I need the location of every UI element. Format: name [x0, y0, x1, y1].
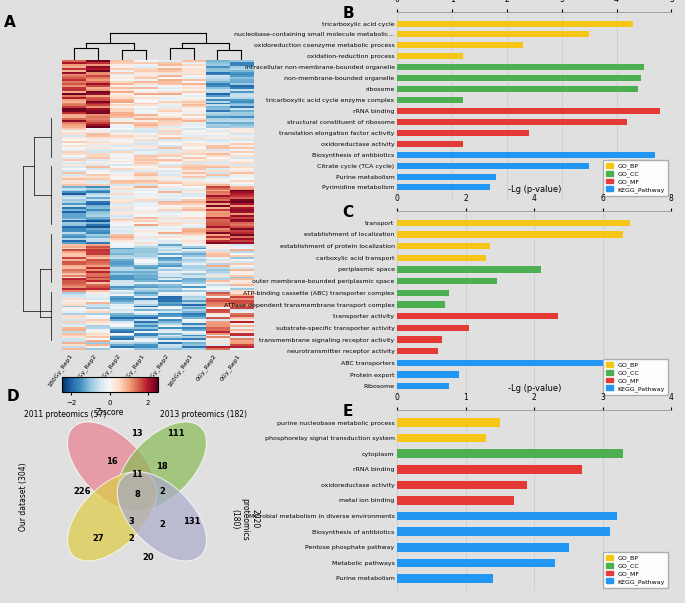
- Bar: [397, 360, 620, 366]
- Text: 160Gy_Rep2: 160Gy_Rep2: [142, 353, 169, 388]
- Text: 16: 16: [106, 456, 118, 466]
- Bar: [397, 289, 449, 296]
- Bar: [397, 21, 633, 27]
- Text: 0Gy_Rep1: 0Gy_Rep1: [219, 353, 241, 382]
- Bar: [397, 418, 500, 427]
- Bar: [397, 558, 555, 567]
- Bar: [397, 278, 497, 285]
- Bar: [397, 324, 469, 331]
- Text: 20Gy_Rep2: 20Gy_Rep2: [97, 353, 121, 385]
- Bar: [397, 512, 616, 520]
- Bar: [397, 267, 541, 273]
- Bar: [397, 574, 493, 582]
- Bar: [397, 174, 496, 180]
- Text: 3: 3: [129, 517, 134, 526]
- Text: 2013 proteomics (182): 2013 proteomics (182): [160, 409, 247, 418]
- Bar: [397, 219, 630, 226]
- Ellipse shape: [68, 422, 157, 511]
- Bar: [397, 254, 486, 261]
- Bar: [397, 163, 589, 169]
- Text: 11: 11: [131, 470, 143, 479]
- Bar: [397, 97, 463, 103]
- Text: 111: 111: [167, 429, 184, 438]
- Text: 0Gy_Rep2: 0Gy_Rep2: [195, 353, 217, 382]
- Bar: [397, 243, 490, 249]
- Legend: GO_BP, GO_CC, GO_MF, KEGG_Pathway: GO_BP, GO_CC, GO_MF, KEGG_Pathway: [603, 359, 668, 395]
- Text: 27: 27: [92, 534, 104, 543]
- Text: 18: 18: [156, 462, 168, 471]
- X-axis label: Z-score: Z-score: [95, 408, 124, 417]
- Bar: [397, 130, 529, 136]
- Bar: [397, 152, 655, 158]
- Text: 2: 2: [159, 487, 165, 496]
- Bar: [397, 496, 514, 505]
- Text: C: C: [342, 205, 353, 220]
- Bar: [397, 86, 638, 92]
- Text: A: A: [3, 15, 15, 30]
- Bar: [397, 75, 641, 81]
- Text: B: B: [342, 6, 354, 21]
- Ellipse shape: [68, 472, 157, 561]
- Bar: [397, 371, 459, 378]
- Bar: [397, 465, 582, 473]
- Text: 131: 131: [184, 517, 201, 526]
- Bar: [397, 528, 610, 536]
- Bar: [397, 31, 589, 37]
- Text: Our dataset (304): Our dataset (304): [19, 463, 28, 531]
- Bar: [397, 231, 623, 238]
- Text: 160Gy_Rep1: 160Gy_Rep1: [166, 353, 193, 388]
- Text: 8: 8: [134, 490, 140, 499]
- Bar: [397, 140, 463, 147]
- Bar: [397, 65, 644, 71]
- Bar: [397, 481, 527, 489]
- Text: 2020
proteomics
(180): 2020 proteomics (180): [230, 497, 260, 540]
- Title: -Lg (p-value): -Lg (p-value): [508, 185, 561, 194]
- Bar: [397, 42, 523, 48]
- Ellipse shape: [117, 422, 206, 511]
- Legend: GO_BP, GO_CC, GO_MF, KEGG_Pathway: GO_BP, GO_CC, GO_MF, KEGG_Pathway: [603, 160, 668, 196]
- Bar: [397, 449, 623, 458]
- Text: 180Gy_Rep1: 180Gy_Rep1: [47, 353, 74, 388]
- Text: D: D: [7, 389, 19, 404]
- Bar: [397, 108, 660, 114]
- Bar: [397, 348, 438, 355]
- Bar: [397, 336, 442, 343]
- Text: 20: 20: [142, 554, 154, 562]
- Bar: [397, 53, 463, 59]
- Bar: [397, 302, 445, 308]
- Legend: GO_BP, GO_CC, GO_MF, KEGG_Pathway: GO_BP, GO_CC, GO_MF, KEGG_Pathway: [603, 552, 668, 588]
- Bar: [397, 434, 486, 443]
- Text: 226: 226: [73, 487, 90, 496]
- Text: 80Gy_Rep2: 80Gy_Rep2: [73, 353, 97, 385]
- Bar: [397, 543, 569, 552]
- Bar: [397, 119, 627, 125]
- Bar: [397, 185, 490, 191]
- Bar: [397, 313, 558, 320]
- Title: -Lg (p-value): -Lg (p-value): [508, 384, 561, 393]
- Text: 13: 13: [132, 429, 142, 438]
- Text: 2011 proteomics (57): 2011 proteomics (57): [24, 409, 106, 418]
- Text: 2: 2: [129, 534, 134, 543]
- Text: E: E: [342, 404, 353, 419]
- Text: 2: 2: [159, 520, 165, 529]
- Bar: [397, 383, 449, 390]
- Text: 20Gy_Rep1: 20Gy_Rep1: [121, 353, 145, 385]
- Ellipse shape: [117, 472, 206, 561]
